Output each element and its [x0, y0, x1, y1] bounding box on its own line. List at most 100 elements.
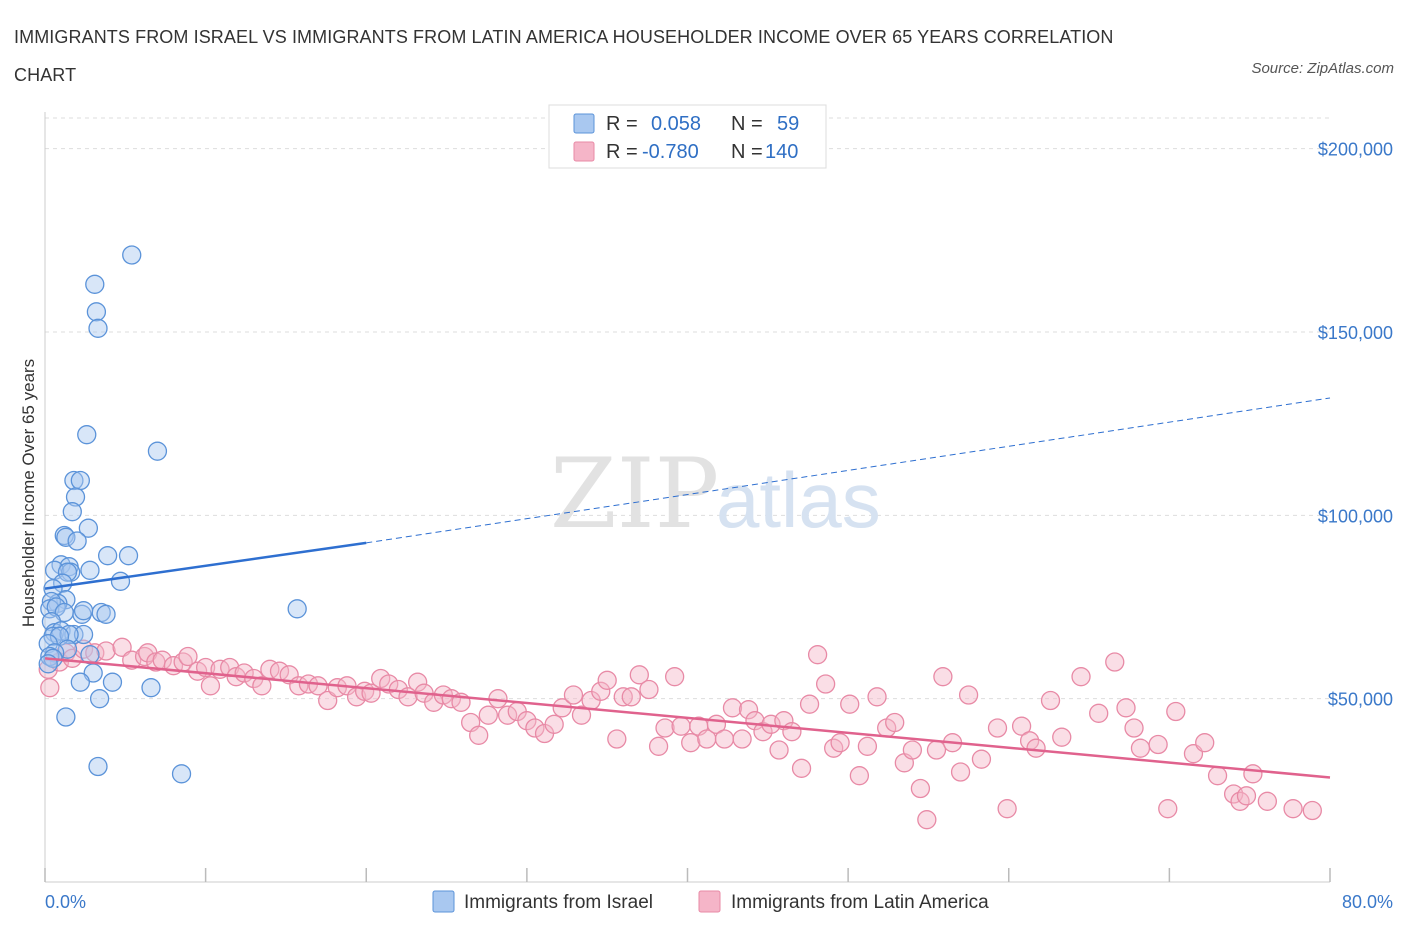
- legend-n-value-latam: 140: [765, 141, 798, 163]
- top-legend: R = 0.058 N = 59 R = -0.780 N = 140: [548, 104, 827, 169]
- latam-point: [621, 687, 641, 707]
- source-credit: Source: ZipAtlas.com: [1251, 60, 1394, 77]
- latam-point: [1158, 799, 1178, 819]
- latam-trend-line: [44, 657, 1331, 779]
- latam-point: [997, 799, 1017, 819]
- israel-point: [147, 441, 168, 461]
- bottom-legend: Immigrants from Israel Immigrants from L…: [432, 890, 989, 913]
- latam-point: [867, 687, 887, 707]
- israel-point: [65, 487, 86, 507]
- israel-point: [78, 518, 99, 538]
- israel-point: [56, 527, 76, 547]
- israel-point: [96, 604, 116, 624]
- latam-point: [1040, 690, 1061, 711]
- latam-point: [1148, 734, 1168, 755]
- latam-point: [1243, 764, 1263, 784]
- latam-point: [807, 645, 828, 665]
- israel-point: [141, 678, 161, 698]
- latam-point: [722, 698, 743, 718]
- latam-point: [629, 665, 649, 685]
- israel-point: [97, 546, 118, 566]
- latam-point: [849, 766, 870, 786]
- latam-point: [753, 722, 773, 742]
- latam-point: [971, 749, 992, 769]
- israel-point: [85, 274, 105, 294]
- bottom-legend-label-latam: Immigrants from Latin America: [731, 892, 989, 913]
- latam-point: [563, 685, 584, 705]
- latam-point: [933, 667, 953, 687]
- latam-point: [1089, 703, 1109, 723]
- latam-point: [178, 646, 198, 667]
- watermark: ZIP atlas: [550, 438, 881, 550]
- latam-point: [1166, 701, 1186, 722]
- latam-point: [714, 729, 735, 749]
- latam-point: [1124, 718, 1144, 738]
- latam-point: [671, 716, 691, 736]
- latam-point: [1302, 800, 1322, 821]
- y-tick-labels: $50,000 $100,000 $150,000 $200,000: [1318, 140, 1393, 710]
- legend-swatch-latam: [573, 141, 595, 162]
- latam-point: [591, 681, 611, 701]
- latam-point: [96, 641, 116, 661]
- latam-point: [1257, 791, 1278, 811]
- israel-point: [40, 646, 60, 667]
- grid-lines: [45, 117, 1330, 700]
- latam-point: [958, 685, 979, 705]
- latam-point: [769, 740, 789, 760]
- latam-point: [1105, 652, 1125, 672]
- chart-title: IMMIGRANTS FROM ISRAEL VS IMMIGRANTS FRO…: [14, 27, 1114, 85]
- latam-point: [469, 725, 489, 745]
- latam-point: [910, 778, 931, 799]
- latam-point: [782, 722, 802, 742]
- latam-point: [840, 694, 860, 714]
- israel-point: [80, 560, 100, 580]
- watermark-atlas: atlas: [716, 456, 881, 544]
- israel-point: [88, 756, 108, 777]
- y-tick-label: $100,000: [1318, 506, 1393, 526]
- legend-n-label-latam: N =: [731, 141, 763, 163]
- latam-point: [655, 718, 675, 738]
- y-tick-label: $50,000: [1328, 690, 1393, 710]
- x-tick-marks: [44, 868, 1331, 882]
- latam-point: [544, 714, 564, 734]
- latam-point: [1195, 733, 1215, 753]
- latam-point: [648, 736, 669, 756]
- latam-point: [1011, 716, 1032, 736]
- legend-n-label-israel: N =: [731, 113, 763, 135]
- latam-points: [38, 637, 1322, 830]
- legend-r-value-latam: -0.780: [642, 141, 699, 163]
- latam-point: [885, 712, 905, 733]
- latam-point: [40, 678, 60, 698]
- israel-point: [73, 601, 94, 621]
- israel-point: [70, 470, 90, 491]
- y-tick-label: $200,000: [1318, 140, 1393, 160]
- israel-point: [122, 245, 142, 265]
- latam-point: [732, 729, 752, 749]
- latam-point: [1071, 667, 1091, 687]
- latam-point: [1283, 799, 1303, 819]
- latam-point: [327, 678, 347, 698]
- latam-point: [1052, 727, 1072, 747]
- trend-lines: [44, 397, 1331, 779]
- latam-point: [597, 670, 617, 690]
- latam-point: [738, 700, 759, 720]
- latam-point: [950, 762, 971, 782]
- latam-point: [607, 729, 627, 749]
- latam-point: [815, 674, 836, 694]
- latam-point: [681, 733, 701, 753]
- latam-point: [200, 676, 221, 696]
- israel-point: [73, 624, 94, 645]
- latam-point: [926, 740, 947, 760]
- latam-point: [613, 687, 633, 707]
- latam-point: [639, 679, 659, 700]
- latam-point: [308, 676, 328, 696]
- israel-point: [89, 689, 110, 709]
- israel-trend-extension: [366, 397, 1331, 544]
- israel-point: [88, 318, 108, 338]
- latam-point: [665, 667, 685, 687]
- israel-point: [59, 624, 79, 645]
- israel-point: [77, 425, 97, 445]
- latam-point: [1116, 698, 1136, 718]
- latam-point: [478, 705, 498, 725]
- israel-point: [64, 470, 84, 491]
